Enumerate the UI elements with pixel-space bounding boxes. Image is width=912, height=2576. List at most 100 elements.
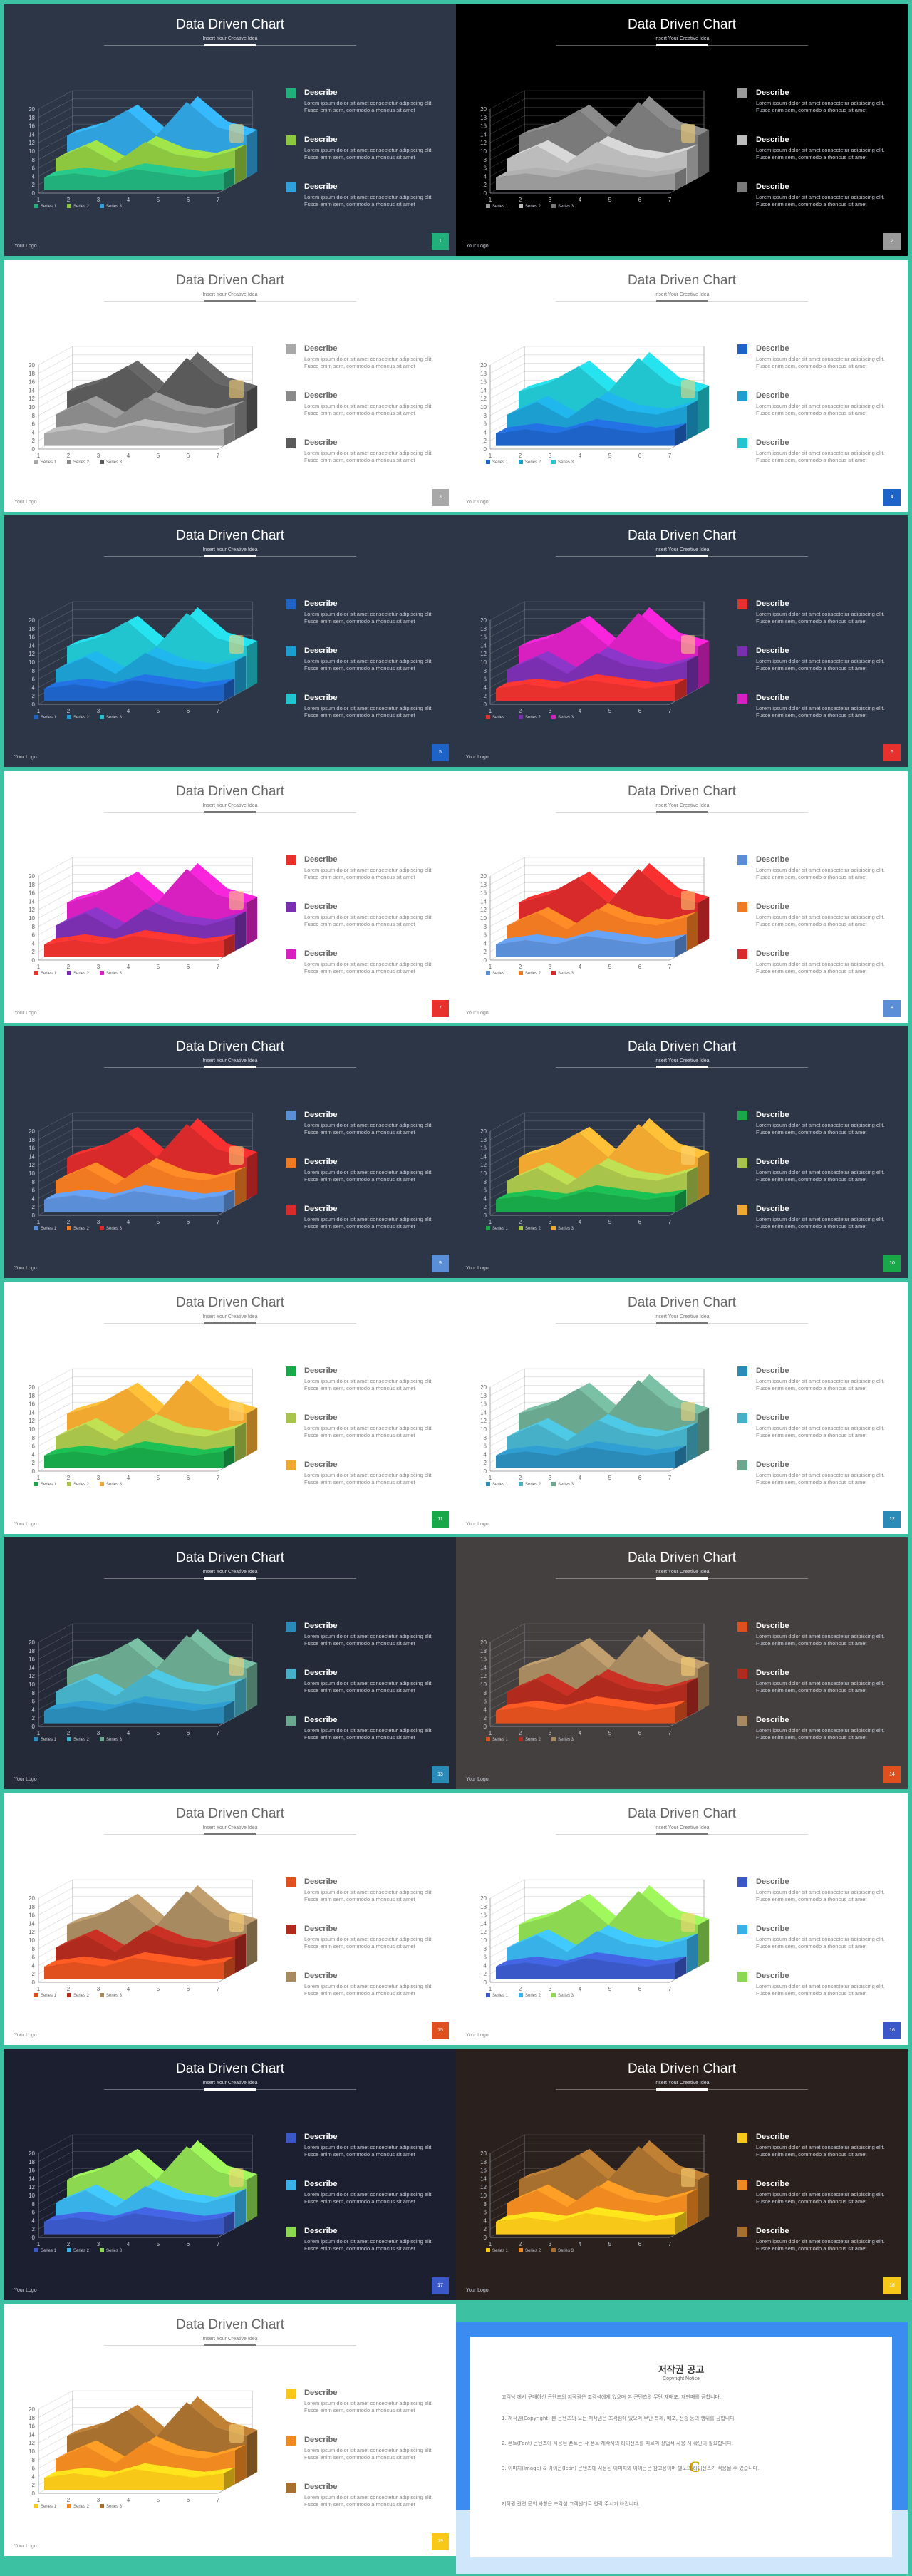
side-gridline [38,2390,73,2409]
legend-swatch [286,2133,296,2143]
legend-swatch [737,2133,747,2143]
legend-series-label: Series 1 [492,460,509,465]
y-tick-label: 6 [32,165,36,172]
series-2-side [235,1677,247,1717]
page-number-badge: 7 [432,999,449,1017]
legend-swatch [286,646,296,656]
describe-label: Describe [756,1460,789,1469]
describe-list: Describe Lorem ipsum dolor sit amet conse… [286,855,442,996]
legend-series-label: Series 2 [525,1738,542,1742]
side-gridline [38,388,73,407]
x-tick-label: 3 [549,964,552,970]
series-2-top [507,902,698,929]
x-tick-label: 4 [127,1475,130,1481]
x-tick-label: 5 [608,1986,612,1992]
y-tick-label: 14 [28,387,35,393]
legend-swatch [286,1971,296,1982]
series-1-side [675,1700,687,1724]
series-1-area [44,424,224,446]
x-tick-label: 4 [579,1219,582,1225]
y-tick-label: 16 [480,2168,487,2174]
y-tick-label: 4 [484,1451,487,1458]
y-tick-label: 4 [484,2217,487,2224]
x-tick-label: 3 [549,2241,552,2247]
y-tick-label: 2 [484,1715,487,1721]
series-1-area [496,1446,675,1468]
describe-text: Lorem ipsum dolor sit amet consectetur a… [304,705,433,718]
side-gridline [489,1384,525,1404]
side-gridline [489,107,525,126]
series-3-side [698,385,710,433]
describe-text: Lorem ipsum dolor sit amet consectetur a… [304,1169,433,1183]
legend-swatch [100,204,104,208]
x-tick-label: 1 [489,1986,492,1992]
legend-series-label: Series 3 [106,2249,123,2253]
describe-label: Describe [756,1716,789,1724]
y-tick-label: 16 [28,890,35,896]
y-tick-label: 8 [32,157,36,163]
title-underline-accent [656,1833,708,1835]
legend-swatch [100,1737,104,1741]
title-underline-accent [204,44,256,46]
describe-label: Describe [756,344,789,353]
legend-series-label: Series 1 [492,1738,509,1742]
watermark-logo-icon [229,2423,244,2443]
describe-item: Describe Lorem ipsum dolor sit amet conse… [737,135,894,182]
series-2-top [56,135,247,163]
legend-series-label: Series 2 [73,1227,90,1231]
side-gridline [38,857,73,876]
slide-title: Data Driven Chart [627,1039,737,1054]
legend-swatch [486,1226,490,1230]
title-underline-accent [656,810,708,813]
x-tick-label: 1 [37,964,41,970]
slide-title: Data Driven Chart [627,1294,737,1310]
side-gridline [38,2168,73,2188]
slide-title: Data Driven Chart [175,1550,285,1565]
y-tick-label: 10 [480,1426,487,1433]
side-gridline [489,1401,525,1421]
describe-label: Describe [304,438,338,447]
legend-swatch [286,855,296,865]
side-gridline [38,618,73,637]
legend-swatch [519,204,523,208]
y-tick-label: 14 [480,387,487,393]
x-tick-label: 1 [37,708,41,714]
y-tick-label: 12 [480,651,487,657]
describe-label: Describe [756,949,789,958]
side-gridline [489,115,525,135]
y-tick-label: 6 [32,1954,36,1960]
y-tick-label: 12 [480,1162,487,1168]
x-tick-label: 5 [157,1986,160,1992]
legend-swatch [737,1971,747,1982]
x-tick-label: 7 [217,964,220,970]
side-gridline [489,1921,525,1940]
y-tick-label: 2 [484,438,487,444]
y-tick-label: 20 [480,1895,487,1902]
describe-label: Describe [304,135,338,144]
describe-label: Describe [756,646,789,655]
y-tick-label: 8 [484,1179,487,1185]
side-gridline [38,1145,73,1165]
legend-series-label: Series 2 [73,2249,90,2253]
describe-list: Describe Lorem ipsum dolor sit amet conse… [737,1622,894,1763]
describe-text: Lorem ipsum dolor sit amet consectetur a… [304,2191,433,2205]
legend-swatch [67,2248,71,2252]
x-tick-label: 1 [489,1219,492,1225]
describe-item: Describe Lorem ipsum dolor sit amet conse… [737,1622,894,1669]
watermark-logo-icon [681,1401,695,1421]
legend-swatch [737,646,747,656]
legend-swatch [737,1460,747,1470]
x-tick-label: 2 [67,1986,71,1992]
describe-list: Describe Lorem ipsum dolor sit amet conse… [737,88,894,230]
y-tick-label: 6 [32,1443,36,1449]
legend-series-label: Series 2 [525,1994,542,1998]
describe-text: Lorem ipsum dolor sit amet consectetur a… [756,1424,885,1438]
x-tick-label: 7 [217,453,220,459]
side-gridline [489,865,525,885]
y-tick-label: 2 [484,949,487,955]
legend-series-label: Series 1 [41,972,57,976]
describe-item: Describe Lorem ipsum dolor sit amet conse… [286,1460,442,1508]
side-gridline [489,2168,525,2188]
x-tick-label: 5 [608,708,612,714]
